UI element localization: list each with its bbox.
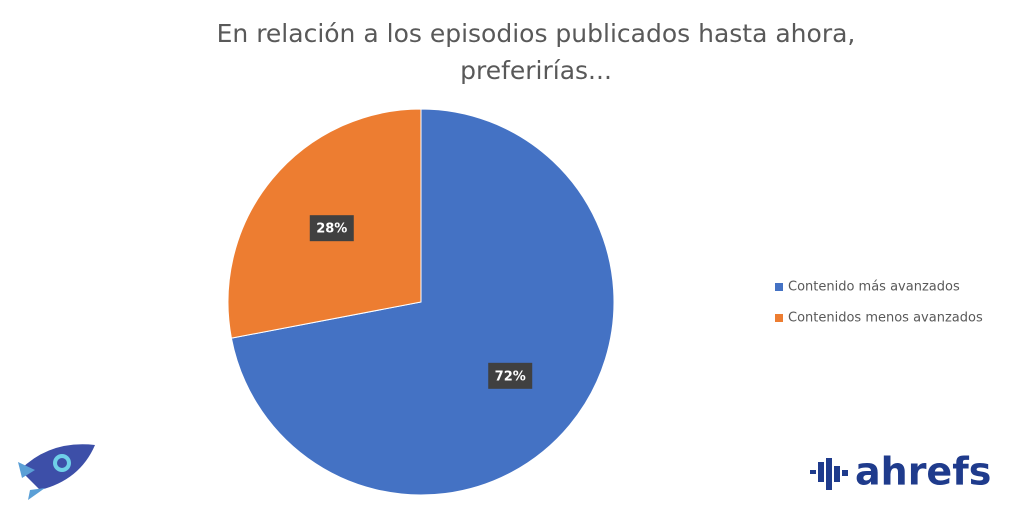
legend-label: Contenidos menos avanzados — [788, 311, 983, 326]
rocket-logo — [18, 444, 95, 500]
legend-swatch — [775, 314, 783, 322]
data-label-box — [309, 215, 354, 242]
ahrefs-logo: ahrefs — [810, 450, 991, 494]
legend-swatch — [775, 283, 783, 291]
data-label-box — [488, 362, 533, 389]
chart-title: En relación a los episodios publicados h… — [217, 19, 856, 48]
watermark: ahrefs — [855, 450, 991, 494]
data-label: 72% — [495, 369, 526, 384]
chart-title: preferirías... — [460, 56, 612, 85]
legend-label: Contenido más avanzados — [788, 280, 960, 295]
pie-slice — [230, 108, 615, 496]
data-label: 28% — [316, 222, 347, 237]
